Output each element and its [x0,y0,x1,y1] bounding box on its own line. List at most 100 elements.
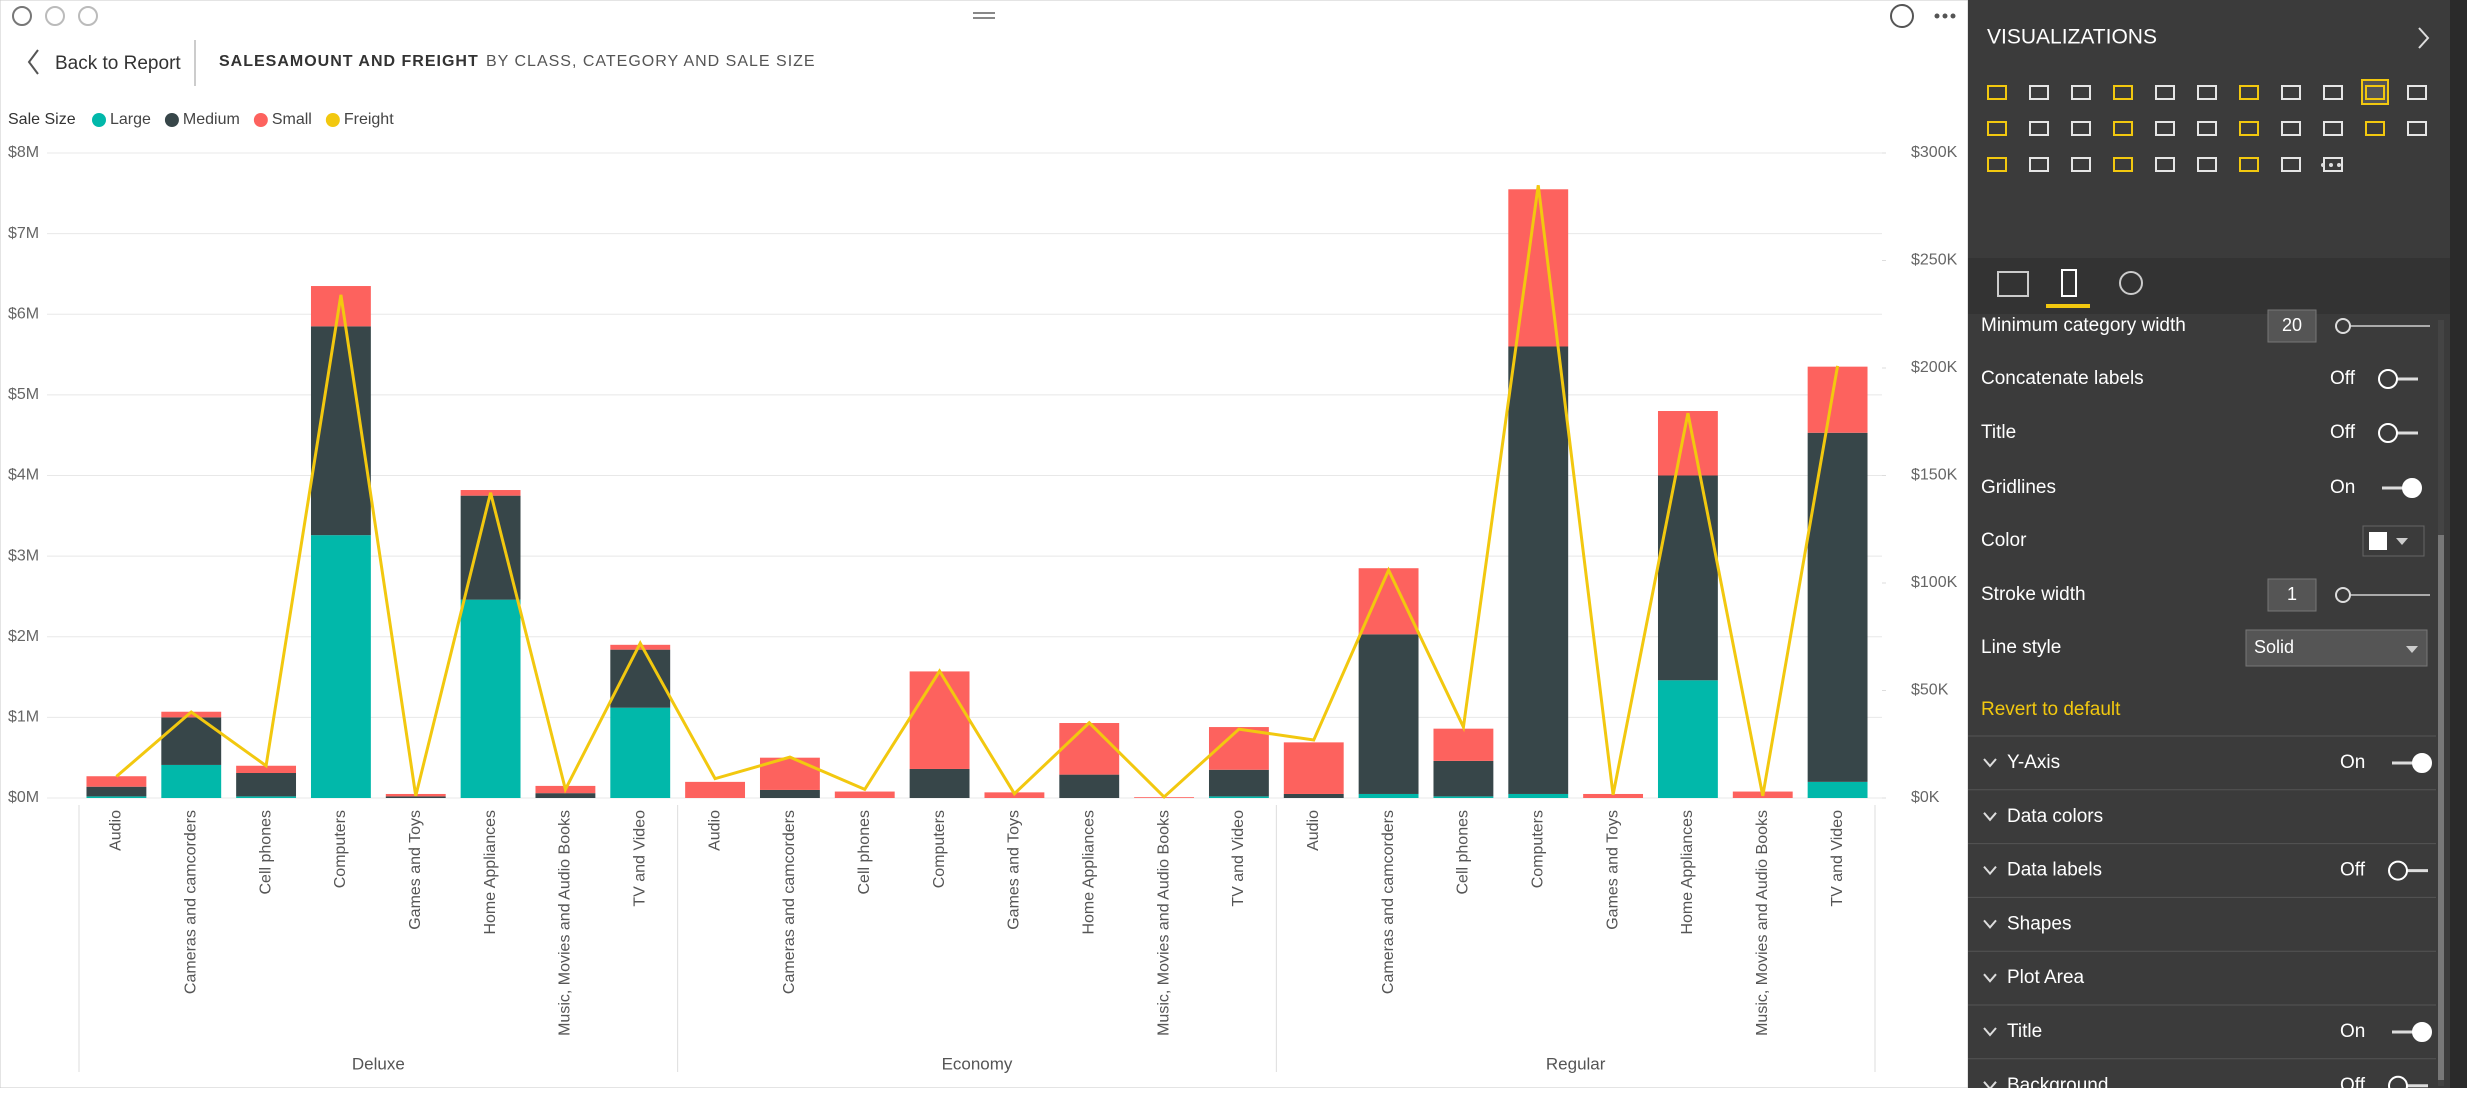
bar-segment [1358,634,1419,794]
section-label[interactable]: Background [2007,1075,2108,1093]
toggle-knob[interactable] [2388,860,2408,881]
x-tick-label: Computers [1529,810,1546,888]
x-tick-label: Cell phones [856,810,873,895]
freight-line [115,185,1840,799]
download-icon[interactable] [1890,4,1914,28]
bar-segment [1433,760,1494,797]
viz-icon-glyph [2029,121,2049,136]
bar-segment [1433,728,1494,761]
x-tick-label: Games and Toys [407,810,424,930]
section-label[interactable]: Title [2007,1021,2042,1042]
bar-segment [685,781,746,798]
bar-segment [610,707,671,798]
more-visuals[interactable] [2337,163,2341,167]
nav-icon[interactable] [12,6,32,26]
x-tick-label: Cell phones [257,810,274,895]
toggle-knob[interactable] [2378,423,2398,443]
collapse-icon[interactable] [2418,27,2430,49]
section-label[interactable]: Data labels [2007,860,2102,881]
bar-segment [1583,793,1644,798]
y-tick-label: $2M [8,628,39,645]
toggle-knob[interactable] [2412,1022,2432,1042]
bar-segment [759,789,820,798]
tab-indicator [2046,304,2090,308]
slider-knob[interactable] [2335,587,2351,603]
x-tick-label: Audio [108,810,125,851]
bar-segment [385,796,446,798]
section-label[interactable]: Data colors [2007,806,2103,827]
x-tick-label: Cameras and camcorders [182,810,199,994]
viz-icon-glyph [2365,121,2385,136]
toggle-knob[interactable] [2412,753,2432,773]
toggle-knob[interactable] [2378,369,2398,389]
bar-segment [1508,793,1569,798]
analytics-tab[interactable] [2119,271,2143,295]
viz-icon-glyph [1987,85,2007,100]
x-tick-label: Games and Toys [1006,810,1023,930]
nav-icon[interactable] [78,6,98,26]
section-chevron[interactable] [1983,1027,1997,1037]
bar-segment [909,768,970,798]
setting-label: Concatenate labels [1981,368,2144,389]
bar-segment [834,791,895,798]
more-icon[interactable] [1934,13,1956,19]
section-chevron[interactable] [1983,758,1997,768]
setting-label: Minimum category width [1981,315,2186,336]
legend-title: Sale Size [8,111,76,128]
toggle-knob[interactable] [2402,478,2422,498]
toggle-knob[interactable] [2388,1075,2408,1093]
bar-segment [1358,568,1419,635]
visual-title: SALESAMOUNT AND FREIGHT [219,53,479,70]
section-label[interactable]: Plot Area [2007,967,2085,988]
slider-knob[interactable] [2335,318,2351,334]
dropdown[interactable] [2245,629,2428,667]
viz-icon-glyph [2407,121,2427,136]
visual-subtitle: BY CLASS, CATEGORY AND SALE SIZE [486,53,816,70]
y-tick-label: $8M [8,144,39,161]
bar-segment [86,776,147,787]
bar-segment [86,796,147,798]
bar-segment [161,764,222,798]
bar-segment [1358,793,1419,798]
viz-icon-glyph [2239,157,2259,172]
number-input[interactable] [2267,309,2317,343]
toggle-state: On [2340,752,2365,773]
bar-segment [1657,411,1718,476]
nav-icon[interactable] [45,6,65,26]
back-link[interactable]: Back to Report [55,53,181,74]
bar-segment [310,286,371,327]
viz-icon-glyph [2113,157,2133,172]
number-input[interactable] [2267,578,2317,612]
bar-segment [1283,742,1344,794]
section-label[interactable]: Shapes [2007,913,2071,934]
viz-icon-glyph [2281,157,2301,172]
x-tick-label: Audio [1305,810,1322,851]
back-arrow[interactable] [27,49,39,75]
format-tab[interactable] [2061,269,2077,297]
fields-tab[interactable] [1997,271,2029,297]
viz-icon-glyph [2197,157,2217,172]
more-visuals[interactable] [2321,163,2325,167]
section-chevron[interactable] [1983,865,1997,876]
revert-link[interactable]: Revert to default [1981,699,2121,720]
number-value: 20 [2282,315,2302,335]
section-label[interactable]: Y-Axis [2007,752,2060,773]
more-visuals[interactable] [2329,163,2333,167]
y2-tick-label: $300K [1911,144,1958,161]
section-chevron[interactable] [1983,812,1997,822]
x-tick-label: Audio [706,810,723,851]
y-tick-label: $3M [8,547,39,564]
x-tick-label: Music, Movies and Audio Books [557,810,574,1036]
section-chevron[interactable] [1983,919,1997,929]
y2-tick-label: $250K [1911,252,1958,269]
group-label: Regular [1546,1054,1606,1073]
number-value: 1 [2287,584,2297,604]
dropdown-caret [2406,646,2418,653]
bar-segment [1208,769,1269,797]
viz-icon-glyph [2407,85,2427,100]
bar-segment [1657,680,1718,798]
toggle-state: Off [2330,422,2356,443]
scrollbar-thumb[interactable] [2438,535,2444,1080]
section-chevron[interactable] [1983,973,1997,983]
x-tick-label: TV and Video [631,810,648,907]
